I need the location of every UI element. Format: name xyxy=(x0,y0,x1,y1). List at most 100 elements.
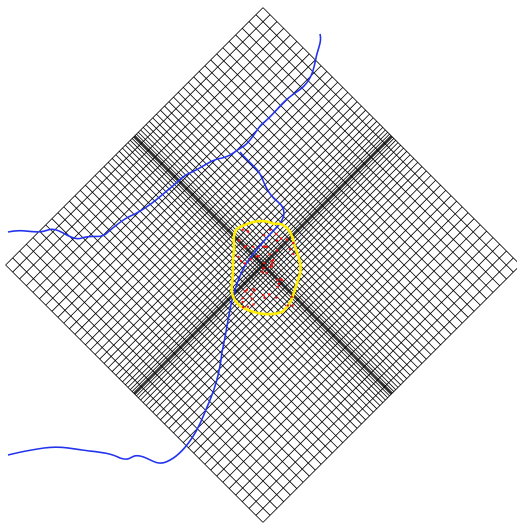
point xyxy=(262,234,266,237)
grid-line xyxy=(193,195,452,454)
point xyxy=(292,241,295,245)
grid-line xyxy=(198,200,457,459)
grid-line xyxy=(156,158,415,417)
grid-line xyxy=(99,170,358,429)
grid-line xyxy=(173,175,432,434)
point xyxy=(255,255,258,258)
point xyxy=(280,278,283,281)
river xyxy=(7,33,322,240)
grid-line xyxy=(204,206,463,465)
points xyxy=(237,228,295,309)
point xyxy=(275,249,279,252)
point xyxy=(246,229,249,233)
point xyxy=(261,270,264,274)
point xyxy=(276,278,279,281)
point xyxy=(264,245,267,249)
grid-line xyxy=(262,264,517,523)
grid-line xyxy=(127,142,386,401)
point xyxy=(270,264,274,267)
boundary xyxy=(230,219,302,316)
grid-line xyxy=(94,175,353,434)
grid-line xyxy=(45,224,304,483)
grid-line xyxy=(248,250,507,509)
point xyxy=(268,253,271,256)
grid-line xyxy=(122,147,381,406)
grid-line xyxy=(12,257,271,516)
grid-line xyxy=(145,147,404,406)
point xyxy=(252,288,255,291)
grid-line xyxy=(63,206,322,465)
point xyxy=(275,239,279,242)
point xyxy=(242,306,245,309)
grid-line xyxy=(131,138,390,397)
grid-line xyxy=(39,230,298,489)
point xyxy=(277,282,281,285)
grid-line xyxy=(26,243,285,502)
point xyxy=(252,245,255,249)
grid-line xyxy=(142,144,401,403)
grid-line xyxy=(136,138,395,397)
point xyxy=(241,297,244,300)
grid-line xyxy=(210,212,469,471)
grid-line xyxy=(152,154,411,413)
point xyxy=(245,288,249,291)
grid-line xyxy=(235,237,494,496)
grid-line xyxy=(255,257,514,516)
point xyxy=(262,293,265,297)
grid-line xyxy=(79,190,338,449)
grid-line xyxy=(51,218,310,477)
point xyxy=(271,258,275,262)
point xyxy=(250,297,253,300)
grid-line xyxy=(5,264,264,523)
grid-line xyxy=(134,136,393,395)
point xyxy=(276,285,279,289)
point xyxy=(265,271,268,275)
point xyxy=(241,300,244,304)
grid-line xyxy=(57,212,316,471)
point xyxy=(291,304,294,307)
point xyxy=(268,293,271,296)
grid xyxy=(5,7,517,523)
point xyxy=(262,266,265,269)
point xyxy=(270,262,274,265)
point xyxy=(246,305,250,308)
grid-line xyxy=(19,250,278,509)
point xyxy=(288,248,292,251)
point xyxy=(262,261,266,265)
grid-line xyxy=(222,224,481,483)
point xyxy=(269,228,272,232)
grid-line xyxy=(134,136,392,394)
grid-line xyxy=(133,136,392,395)
point xyxy=(244,244,248,248)
point xyxy=(286,304,289,307)
grid-line xyxy=(188,190,447,449)
grid-line xyxy=(90,179,349,438)
point xyxy=(237,255,240,258)
point xyxy=(279,237,283,240)
point xyxy=(263,296,266,299)
grid-line xyxy=(85,184,344,443)
grid-line xyxy=(32,237,291,496)
point xyxy=(292,252,295,256)
grid-line xyxy=(125,144,384,403)
point xyxy=(275,296,278,299)
grid-line xyxy=(74,195,333,454)
point xyxy=(269,265,272,269)
point xyxy=(274,232,278,236)
grid-line xyxy=(177,179,436,438)
grid-line xyxy=(160,162,419,421)
point xyxy=(290,295,293,298)
grid-line xyxy=(216,218,475,477)
point xyxy=(241,228,244,231)
grid-line xyxy=(168,170,427,429)
point xyxy=(285,238,289,241)
point xyxy=(252,303,255,306)
grid-line xyxy=(129,140,388,399)
grid-line xyxy=(228,230,487,489)
river xyxy=(7,151,285,464)
point xyxy=(243,262,247,265)
grid-line xyxy=(241,243,500,502)
point xyxy=(239,259,242,263)
grid-line xyxy=(107,162,366,421)
